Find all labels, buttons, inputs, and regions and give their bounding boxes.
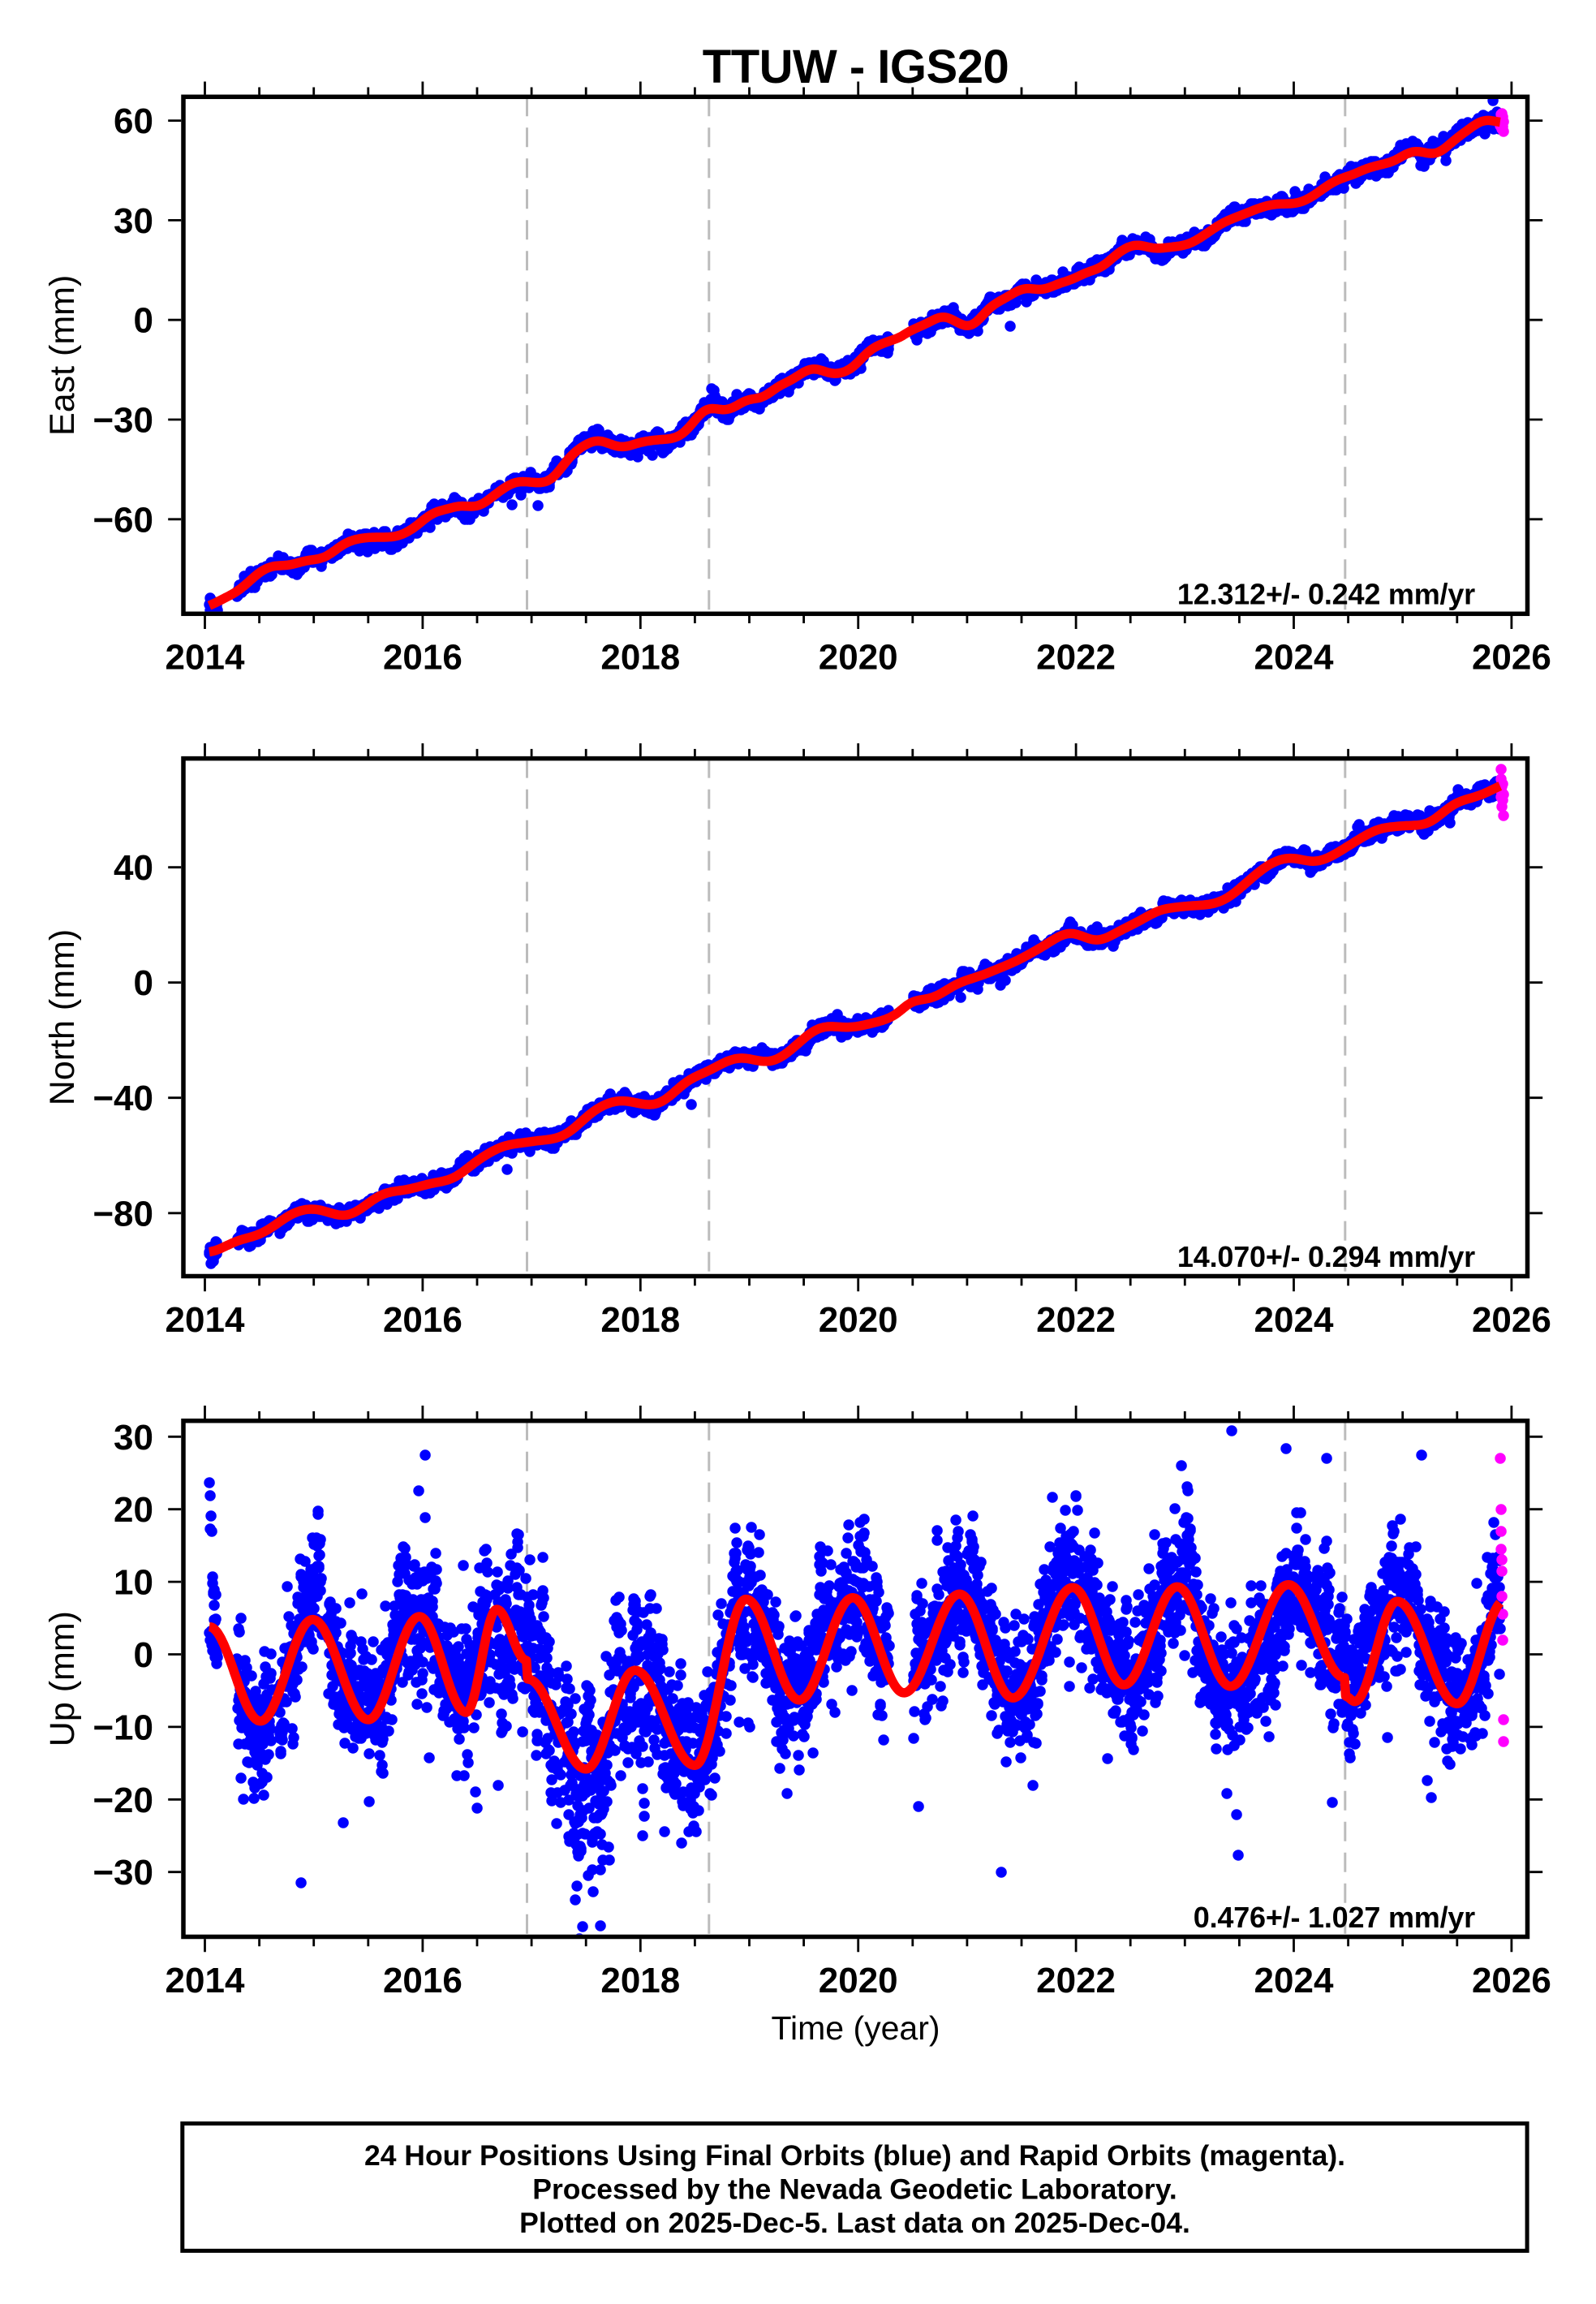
svg-text:40: 40 xyxy=(114,848,153,888)
svg-text:Processed by the Nevada Geodet: Processed by the Nevada Geodetic Laborat… xyxy=(532,2173,1177,2206)
svg-text:10: 10 xyxy=(114,1563,153,1603)
svg-text:2016: 2016 xyxy=(383,1300,462,1340)
svg-text:24 Hour Positions Using Final: 24 Hour Positions Using Final Orbits (bl… xyxy=(364,2139,1345,2172)
svg-text:2014: 2014 xyxy=(166,1300,245,1340)
svg-text:−30: −30 xyxy=(92,1853,153,1893)
svg-text:0.476+/- 1.027 mm/yr: 0.476+/- 1.027 mm/yr xyxy=(1194,1901,1475,1934)
svg-text:−60: −60 xyxy=(92,500,153,540)
svg-text:2022: 2022 xyxy=(1036,638,1116,678)
svg-text:North (mm): North (mm) xyxy=(43,929,82,1105)
svg-text:2022: 2022 xyxy=(1036,1961,1116,2000)
svg-text:2022: 2022 xyxy=(1036,1300,1116,1340)
svg-text:30: 30 xyxy=(114,1418,153,1458)
svg-text:Plotted on 2025-Dec-5. Last da: Plotted on 2025-Dec-5. Last data on 2025… xyxy=(519,2207,1190,2239)
svg-text:2026: 2026 xyxy=(1472,638,1551,678)
svg-text:2020: 2020 xyxy=(819,1300,898,1340)
svg-text:12.312+/- 0.242 mm/yr: 12.312+/- 0.242 mm/yr xyxy=(1177,578,1475,611)
svg-text:2020: 2020 xyxy=(819,1961,898,2000)
svg-text:East (mm): East (mm) xyxy=(43,275,82,436)
svg-text:60: 60 xyxy=(114,101,153,141)
svg-text:14.070+/- 0.294 mm/yr: 14.070+/- 0.294 mm/yr xyxy=(1177,1240,1475,1273)
svg-text:2026: 2026 xyxy=(1472,1961,1551,2000)
svg-text:−20: −20 xyxy=(92,1781,153,1820)
svg-text:TTUW - IGS20: TTUW - IGS20 xyxy=(703,41,1009,93)
svg-text:0: 0 xyxy=(134,301,153,341)
svg-text:2018: 2018 xyxy=(600,638,680,678)
svg-text:20: 20 xyxy=(114,1490,153,1530)
svg-text:30: 30 xyxy=(114,201,153,241)
svg-text:−80: −80 xyxy=(92,1194,153,1234)
svg-text:2024: 2024 xyxy=(1254,1300,1334,1340)
svg-text:2016: 2016 xyxy=(383,638,462,678)
svg-text:0: 0 xyxy=(134,1635,153,1675)
svg-text:2018: 2018 xyxy=(600,1961,680,2000)
svg-text:2020: 2020 xyxy=(819,638,898,678)
svg-text:2016: 2016 xyxy=(383,1961,462,2000)
svg-text:2014: 2014 xyxy=(166,638,245,678)
svg-text:2018: 2018 xyxy=(600,1300,680,1340)
svg-text:0: 0 xyxy=(134,963,153,1003)
svg-text:−40: −40 xyxy=(92,1079,153,1118)
svg-text:2026: 2026 xyxy=(1472,1300,1551,1340)
svg-text:2024: 2024 xyxy=(1254,1961,1334,2000)
svg-text:2024: 2024 xyxy=(1254,638,1334,678)
svg-text:−30: −30 xyxy=(92,401,153,441)
svg-text:−10: −10 xyxy=(92,1708,153,1747)
svg-text:Up (mm): Up (mm) xyxy=(43,1611,82,1746)
svg-text:Time (year): Time (year) xyxy=(771,2009,940,2047)
svg-text:2014: 2014 xyxy=(166,1961,245,2000)
